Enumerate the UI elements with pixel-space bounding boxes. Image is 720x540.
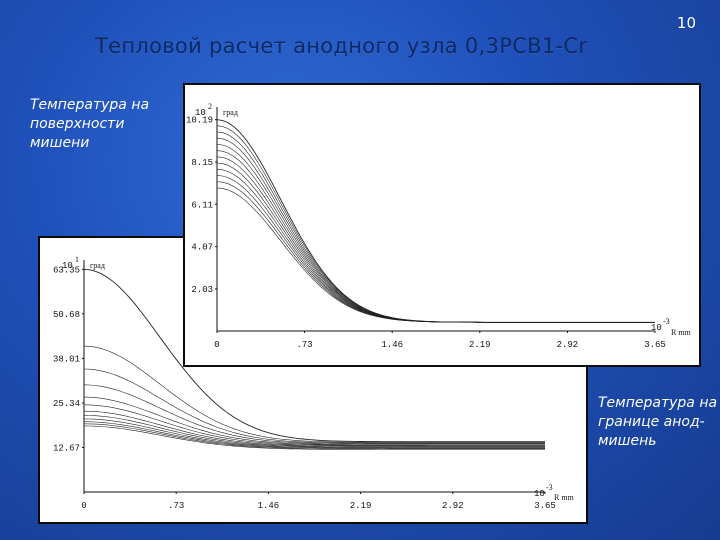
- x-multiplier-exp: -3: [663, 317, 670, 326]
- series-line: [83, 368, 545, 444]
- y-tick-label: 25.34: [53, 399, 80, 409]
- y-multiplier: 10: [195, 108, 206, 118]
- chart-boundary-svg: 10 1 град 10 -3 R mm 63.35 50.68 38.01 25.3…: [53, 255, 575, 511]
- x-tick-label: 0: [214, 340, 219, 350]
- y-tick-label: 50.68: [53, 310, 80, 320]
- x-tick-label: .73: [168, 501, 184, 511]
- x-tick-label: 1.46: [258, 501, 280, 511]
- y-tick-label: 10.19: [186, 116, 213, 126]
- series-line: [83, 410, 545, 447]
- x-tick-label: 2.19: [350, 501, 372, 511]
- chart-surface-panel: 10 2 град 10 -3 R mm 10.19 8.15 6.11 4.07 2.…: [183, 83, 701, 367]
- series-line: [216, 144, 655, 323]
- y-multiplier: 10: [62, 261, 73, 271]
- x-tick-label: 3.65: [644, 340, 666, 350]
- series-line: [83, 345, 545, 443]
- slide-title: Тепловой расчет анодного узла 0,3РСВ1-Cr: [95, 34, 588, 58]
- series-line: [216, 187, 655, 323]
- x-tick-label: 1.46: [381, 340, 403, 350]
- series-line: [216, 175, 655, 323]
- y-unit: град: [223, 108, 238, 117]
- y-tick-label: 8.15: [191, 158, 213, 168]
- x-tick-label: 2.19: [469, 340, 491, 350]
- x-tick-label: .73: [296, 340, 312, 350]
- slide-number: 10: [676, 14, 696, 32]
- y-tick-label: 38.01: [53, 354, 80, 364]
- series-line: [216, 131, 655, 323]
- series-line: [83, 418, 545, 448]
- series-line: [83, 268, 545, 443]
- series-line: [216, 137, 655, 323]
- x-tick-label: 2.92: [557, 340, 579, 350]
- y-tick-label: 4.07: [191, 243, 213, 253]
- x-multiplier-exp: -3: [546, 483, 553, 492]
- series-line: [83, 425, 545, 450]
- series-line: [216, 168, 655, 323]
- x-unit: R mm: [671, 328, 692, 337]
- y-tick-label: 6.11: [191, 200, 213, 210]
- x-tick-label: 0: [81, 501, 86, 511]
- caption-surface-temperature: Температура на поверхности мишени: [30, 97, 150, 151]
- x-tick-label: 2.92: [442, 501, 464, 511]
- x-multiplier: 10: [651, 323, 662, 333]
- x-multiplier: 10: [534, 489, 545, 499]
- series-line: [83, 421, 545, 449]
- caption-boundary-temperature: Температура на границе анод-мишень: [598, 395, 718, 449]
- series-line: [83, 423, 545, 450]
- x-unit: R mm: [554, 493, 575, 502]
- series-line: [83, 404, 545, 446]
- series-line: [216, 125, 655, 323]
- y-multiplier-exp: 2: [208, 102, 212, 111]
- x-tick-label: 3.65: [534, 501, 556, 511]
- y-tick-label: 2.03: [191, 285, 213, 295]
- series-line: [216, 162, 655, 323]
- series-line: [83, 396, 545, 445]
- y-tick-label: 12.67: [53, 443, 80, 453]
- chart-surface-svg: 10 2 град 10 -3 R mm 10.19 8.15 6.11 4.07 2.…: [186, 102, 692, 350]
- series-line: [83, 415, 545, 447]
- series-line: [83, 384, 545, 445]
- y-unit: град: [90, 261, 105, 270]
- y-multiplier-exp: 1: [75, 255, 79, 264]
- y-tick-label: 63.35: [53, 265, 80, 275]
